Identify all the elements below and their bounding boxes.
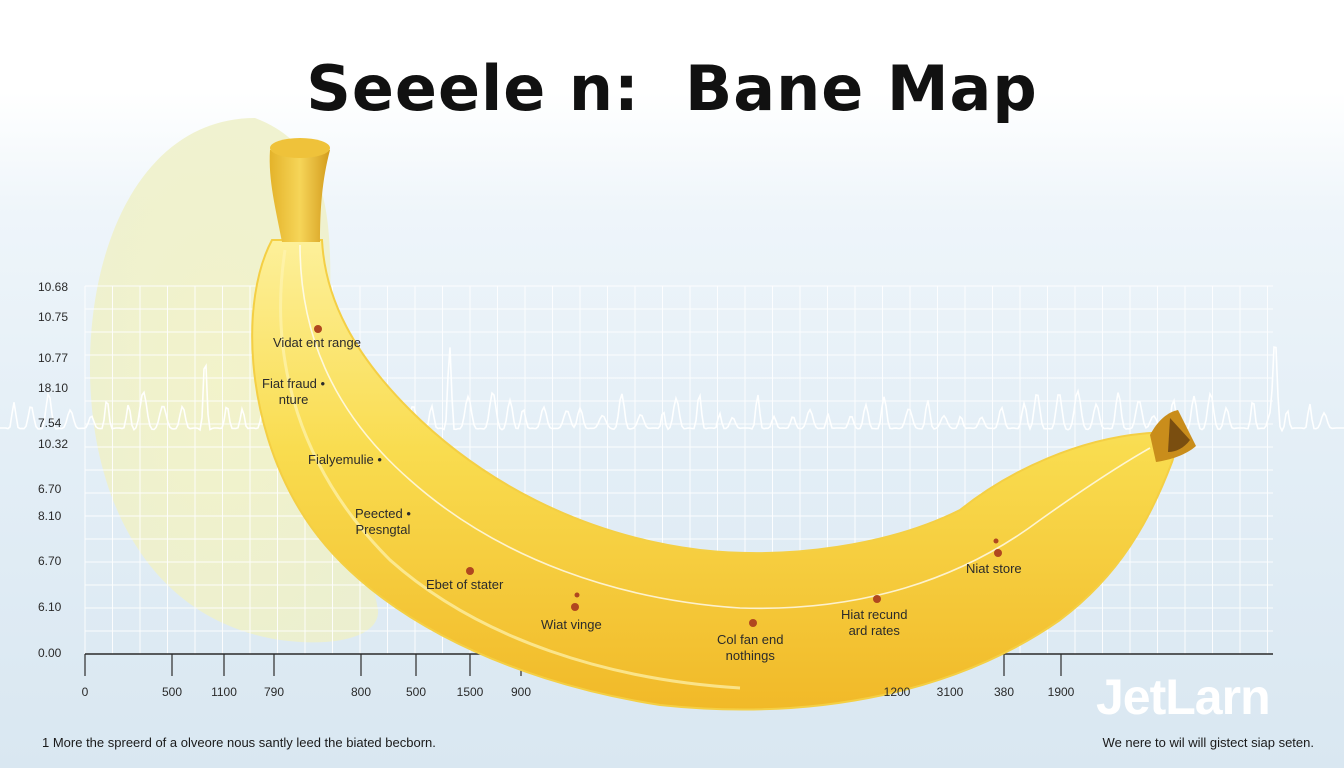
x-tick-label: 1900 xyxy=(1047,685,1075,699)
marker-wiat xyxy=(571,603,579,611)
x-tick-label: 800 xyxy=(350,685,372,699)
page-title: Seeele n: Bane Map xyxy=(306,52,1038,125)
label-col-fan-end: Col fan end nothings xyxy=(717,632,784,663)
y-tick-label: 6.70 xyxy=(38,482,62,496)
x-tick-label: 1200 xyxy=(883,685,911,699)
x-tick-label: 1500 xyxy=(456,685,484,699)
marker-niat-top xyxy=(993,538,999,544)
marker-wiat-top xyxy=(574,592,580,598)
x-tick-label: 790 xyxy=(263,685,285,699)
x-tick-label: 380 xyxy=(993,685,1015,699)
y-tick-label: 8.10 xyxy=(38,509,62,523)
label-vidat-ent-range: Vidat ent range xyxy=(273,335,361,350)
y-tick-label: 6.10 xyxy=(38,600,62,614)
y-tick-label: 10.68 xyxy=(38,280,69,294)
label-wiat-vinge: Wiat vinge xyxy=(541,617,602,632)
x-tick-label: 500 xyxy=(161,685,183,699)
x-tick-label: 500 xyxy=(405,685,427,699)
banana-tip-dark xyxy=(1168,418,1190,452)
y-tick-label: 7.54 xyxy=(38,416,62,430)
label-peected: Peected • Presngtal xyxy=(355,506,411,537)
x-tick-label: 0 xyxy=(81,685,89,699)
marker-vidat xyxy=(314,325,322,333)
y-tick-label: 10.75 xyxy=(38,310,69,324)
footer-caption-left: 1 More the spreerd of a olveore nous san… xyxy=(42,735,436,750)
banana-illustration xyxy=(251,138,1196,711)
label-fialyemulie: Fialyemulie • xyxy=(308,452,382,467)
x-tick-label: 1100 xyxy=(211,685,237,699)
marker-col xyxy=(749,619,757,627)
y-tick-label: 10.32 xyxy=(38,437,69,451)
banana-stem-cap xyxy=(270,138,330,158)
banana-highlight xyxy=(299,244,1151,610)
footer-caption-right: We nere to wil will gistect siap seten. xyxy=(1102,735,1314,750)
y-tick-label: 6.70 xyxy=(38,554,62,568)
marker-hiat xyxy=(873,595,881,603)
banana-ridge xyxy=(279,249,741,690)
label-ebet-of-stater: Ebet of stater xyxy=(426,577,504,592)
signal-waveform xyxy=(0,346,1344,433)
y-tick-label: 0.00 xyxy=(38,646,62,660)
banana-body xyxy=(251,239,1175,711)
x-tick-label: 900 xyxy=(510,685,532,699)
marker-niat xyxy=(994,549,1002,557)
jetlarn-logo: JetLarn xyxy=(1096,669,1271,725)
label-fiat-fraud: Fiat fraud • nture xyxy=(262,376,326,407)
y-tick-label: 18.10 xyxy=(38,381,69,395)
label-niat-store: Niat store xyxy=(966,561,1022,576)
y-tick-label: 10.77 xyxy=(38,351,69,365)
marker-ebet xyxy=(466,567,474,575)
annotation-markers xyxy=(314,325,1002,627)
label-hiat-recund: Hiat recund ard rates xyxy=(841,607,908,638)
x-tick-label: 3100 xyxy=(936,685,964,699)
banana-stem xyxy=(269,150,330,242)
